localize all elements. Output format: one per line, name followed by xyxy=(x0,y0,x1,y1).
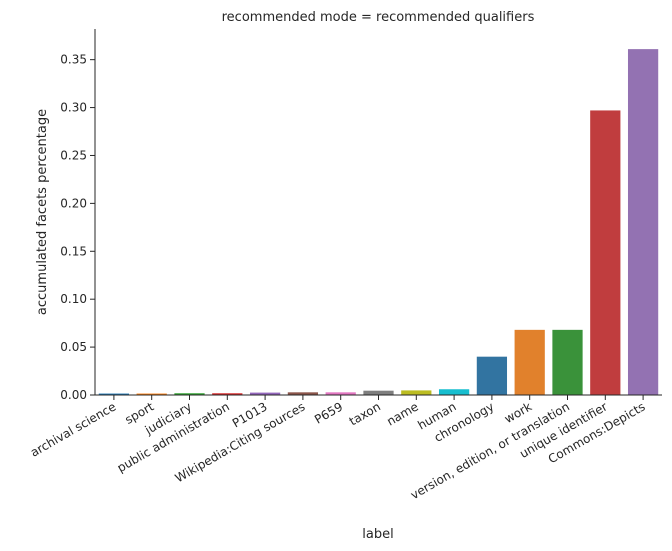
y-tick-label-0: 0.00 xyxy=(60,388,87,402)
x-tick-label-0: archival science xyxy=(28,399,118,459)
y-axis-label: accumulated facets percentage xyxy=(35,109,50,315)
bar-2 xyxy=(174,393,205,395)
x-tick-label-6: P659 xyxy=(312,399,345,426)
bar-11 xyxy=(514,329,545,395)
x-axis-label: label xyxy=(362,527,393,542)
bars-group xyxy=(98,49,659,396)
y-axis-ticks: 0.00 0.05 0.10 0.15 0.20 0.25 0.30 0.35 xyxy=(60,53,95,402)
chart-title: recommended mode = recommended qualifier… xyxy=(222,10,535,25)
bar-0 xyxy=(98,393,130,395)
bar-9 xyxy=(438,389,470,395)
bar-10 xyxy=(476,356,508,395)
bar-6 xyxy=(325,392,356,395)
y-tick-label-6: 0.30 xyxy=(60,101,87,115)
bar-7 xyxy=(363,390,394,395)
y-tick-label-7: 0.35 xyxy=(60,53,87,67)
y-tick-label-5: 0.25 xyxy=(60,148,87,162)
y-tick-label-2: 0.10 xyxy=(60,292,87,306)
bar-12 xyxy=(552,329,583,395)
x-tick-label-8: name xyxy=(384,399,420,428)
bar-1 xyxy=(136,393,167,395)
bar-13 xyxy=(590,110,621,395)
y-tick-label-3: 0.15 xyxy=(60,244,87,258)
bar-5 xyxy=(287,392,319,395)
bar-14 xyxy=(627,49,659,396)
y-tick-label-4: 0.20 xyxy=(60,196,87,210)
bar-3 xyxy=(212,393,243,395)
bar-4 xyxy=(249,392,281,395)
bar-8 xyxy=(401,390,432,395)
x-tick-label-7: taxon xyxy=(347,399,383,428)
y-tick-label-1: 0.05 xyxy=(60,340,87,354)
